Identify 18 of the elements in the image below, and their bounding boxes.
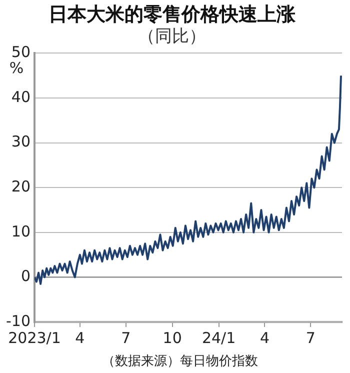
y-tick-label: -10 — [6, 312, 30, 330]
y-tick-label: 50 — [11, 43, 30, 62]
y-tick-label: 20 — [11, 177, 30, 196]
x-tick-label: 10 — [162, 328, 182, 347]
x-tick-label: 7 — [306, 328, 316, 347]
y-tick-label: 10 — [11, 222, 30, 240]
x-tick-label: 2023/1 — [8, 328, 61, 347]
x-tick-label: 7 — [121, 328, 131, 347]
chart-subtitle: （同比） — [138, 26, 206, 46]
x-tick-label: 4 — [75, 328, 85, 347]
y-axis-title: % — [9, 59, 24, 78]
x-tick-label: 4 — [260, 328, 270, 347]
y-tick-label: 30 — [11, 132, 30, 151]
y-tick-label: 0 — [20, 267, 30, 286]
chart-title: 日本大米的零售价格快速上涨 — [48, 3, 296, 26]
y-tick-label: 40 — [11, 88, 30, 106]
x-tick-label: 24/1 — [202, 328, 236, 347]
text: （数据来源）每日物价指数 — [102, 354, 258, 369]
